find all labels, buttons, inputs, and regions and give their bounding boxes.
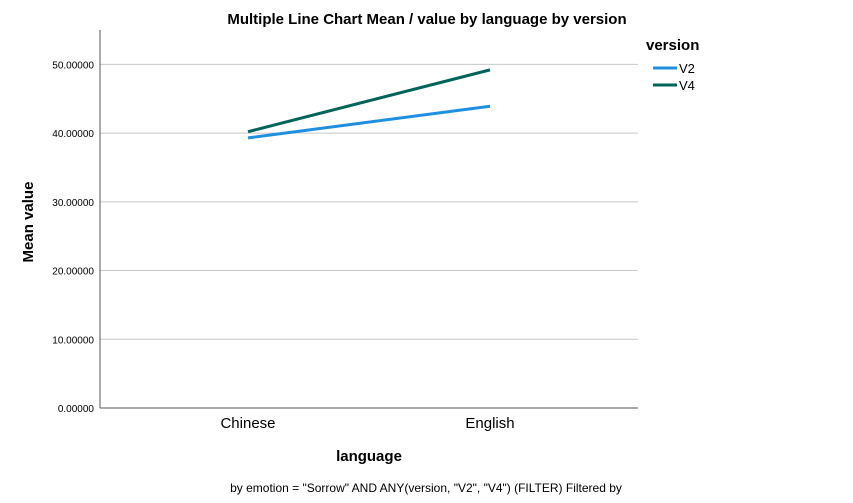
- series-lines: [247, 68, 491, 140]
- legend-label-v2: V2: [679, 61, 695, 76]
- y-axis-title: Mean value: [20, 182, 37, 263]
- axes: [99, 30, 638, 409]
- series-line-v4: [247, 68, 491, 134]
- legend-title: version: [646, 37, 699, 54]
- gridlines: [100, 63, 638, 340]
- chart-title: Multiple Line Chart Mean / value by lang…: [227, 11, 626, 28]
- y-tick-label: 30.00000: [52, 198, 94, 209]
- y-tick-label: 20.00000: [52, 267, 94, 278]
- y-tick-label: 0.00000: [58, 404, 95, 415]
- y-tick-labels: 0.00000 10.00000 20.00000 30.00000 40.00000 5…: [52, 60, 94, 415]
- y-tick-label: 40.00000: [52, 129, 94, 140]
- y-tick-label: 10.00000: [52, 335, 94, 346]
- x-tick-labels: Chinese English: [220, 415, 514, 432]
- footnote: by emotion = "Sorrow" AND ANY(version, "…: [230, 481, 622, 495]
- x-tick-label: Chinese: [220, 415, 275, 432]
- series-line-v2: [247, 104, 491, 140]
- y-tick-label: 50.00000: [52, 60, 94, 71]
- x-axis-title: language: [336, 448, 402, 465]
- legend-label-v4: V4: [679, 78, 695, 93]
- x-tick-label: English: [465, 415, 514, 432]
